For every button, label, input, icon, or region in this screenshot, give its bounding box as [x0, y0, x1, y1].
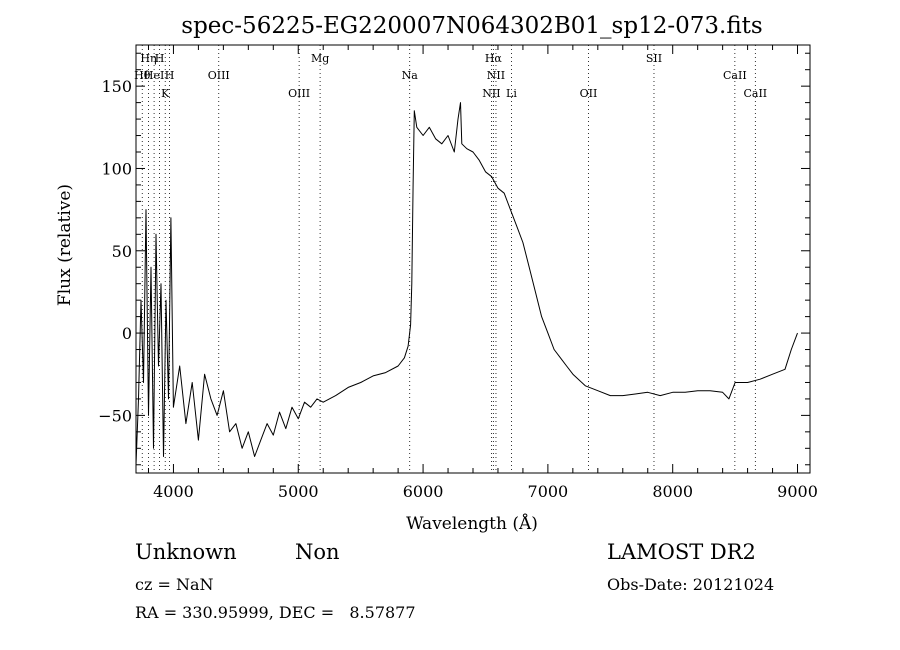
spectral-line-label: K [161, 87, 170, 100]
y-tick-label: 50 [112, 242, 132, 261]
spectral-line-label: H [155, 52, 165, 65]
y-tick-label: 150 [101, 77, 132, 96]
spectral-line-label: CaII [723, 69, 747, 82]
spectral-line-label: OIII [208, 69, 230, 82]
redshift-cz: cz = NaN [135, 575, 214, 594]
chart-title: spec-56225-EG220007N064302B01_sp12-073.f… [181, 13, 762, 39]
spectral-line-label: H [165, 69, 175, 82]
plot-frame [135, 44, 811, 474]
spectral-line-label: OII [580, 87, 598, 100]
spectral-line-label: Hθ [134, 69, 151, 82]
spectral-line-label: Li [506, 87, 517, 100]
spectral-line-label: Hα [485, 52, 503, 65]
y-tick-label: −50 [98, 406, 132, 425]
spectral-line-label: NII [482, 87, 500, 100]
ra-dec-coordinates: RA = 330.95999, DEC = 8.57877 [135, 603, 416, 622]
y-tick-label: 100 [101, 159, 132, 178]
y-tick-label: 0 [122, 324, 132, 343]
x-tick-label: 6000 [403, 482, 444, 501]
spectral-line-label: OIII [288, 87, 310, 100]
series-layer [135, 102, 798, 465]
y-axis-label: Flux (relative) [55, 184, 75, 306]
survey-name: LAMOST DR2 [607, 540, 756, 564]
spectral-line-label: NII [487, 69, 505, 82]
spectral-line-label: SII [646, 52, 662, 65]
spectral-line-label: CaII [743, 87, 767, 100]
x-tick-label: 5000 [278, 482, 319, 501]
spectral-line-label: HeI [144, 69, 164, 82]
x-axis-label: Wavelength (Å) [406, 513, 538, 534]
spectrum-line [135, 102, 798, 465]
plot-axes: 4000 5000 6000 7000 8000 9000 −50 0 50 100 150 [98, 44, 818, 501]
x-tick-label: 9000 [777, 482, 818, 501]
spectral-line-label: Na [402, 69, 419, 82]
spectral-line-label: Hη [140, 52, 156, 65]
observation-date: Obs-Date: 20121024 [607, 575, 775, 594]
spectral-line-label: Mg [311, 52, 329, 65]
x-tick-label: 7000 [528, 482, 569, 501]
object-subclass: Non [295, 540, 340, 564]
x-tick-label: 4000 [153, 482, 194, 501]
x-tick-label: 8000 [652, 482, 693, 501]
object-class: Unknown [135, 540, 237, 564]
